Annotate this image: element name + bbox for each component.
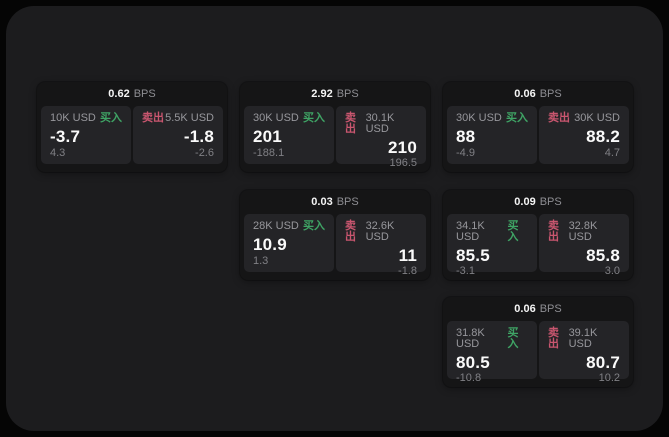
sell-amount: 5.5K USD (165, 112, 214, 124)
buy-amount: 34.1K USD (456, 220, 485, 243)
card-header: 0.03 BPS (240, 190, 430, 214)
buy-side-label: 买入 (303, 220, 325, 232)
card-header: 0.09 BPS (443, 190, 633, 214)
buy-amount: 10K USD (50, 112, 96, 124)
card-header: 2.92 BPS (240, 82, 430, 106)
card-header: 0.62 BPS (37, 82, 227, 106)
bps-value: 0.06 (514, 87, 536, 100)
quote-card-2: 2.92 BPS 30K USD 买入 201 -188.1 卖出 30.1K … (240, 82, 430, 172)
sell-side-label: 卖出 (548, 112, 570, 124)
buy-amount: 30K USD (253, 112, 299, 124)
sell-side-label: 卖出 (548, 220, 559, 243)
buy-pane[interactable]: 30K USD 买入 201 -188.1 (244, 106, 334, 164)
buy-pane[interactable]: 28K USD 买入 10.9 1.3 (244, 214, 334, 272)
buy-sub-value: -3.1 (456, 264, 475, 277)
bps-unit-label: BPS (336, 87, 359, 100)
sell-price: 80.7 (586, 353, 620, 372)
buy-side-label: 买入 (303, 112, 325, 124)
buy-side-label: 买入 (100, 112, 122, 124)
sell-amount: 39.1K USD (568, 327, 598, 350)
bps-value: 2.92 (311, 87, 333, 100)
bps-unit-label: BPS (336, 195, 359, 208)
card-header: 0.06 BPS (443, 82, 633, 106)
card-body: 10K USD 买入 -3.7 4.3 卖出 5.5K USD -1.8 -2.… (37, 106, 227, 168)
buy-amount: 30K USD (456, 112, 502, 124)
sell-side-label: 卖出 (142, 112, 164, 124)
buy-pane[interactable]: 30K USD 买入 88 -4.9 (447, 106, 537, 164)
quote-card-6: 0.06 BPS 31.8K USD 买入 80.5 -10.8 卖出 39.1… (443, 297, 633, 387)
buy-pane[interactable]: 34.1K USD 买入 85.5 -3.1 (447, 214, 537, 276)
buy-amount: 28K USD (253, 220, 299, 232)
sell-price: 88.2 (586, 127, 620, 146)
buy-side-label: 买入 (507, 220, 519, 243)
buy-sub-value: -188.1 (253, 147, 285, 159)
buy-price: 88 (456, 127, 476, 146)
buy-sub-value: -4.9 (456, 147, 475, 159)
buy-price: 80.5 (456, 353, 490, 372)
sell-sub-value: 3.0 (604, 264, 620, 277)
bps-value: 0.03 (311, 195, 333, 208)
sell-pane[interactable]: 卖出 5.5K USD -1.8 -2.6 (133, 106, 223, 164)
sell-sub-value: -1.8 (398, 264, 417, 277)
sell-sub-value: 4.7 (604, 147, 620, 159)
bps-unit-label: BPS (539, 87, 562, 100)
buy-sub-value: -10.8 (456, 371, 482, 384)
card-body: 30K USD 买入 201 -188.1 卖出 30.1K USD 210 1… (240, 106, 430, 168)
buy-price: 85.5 (456, 246, 490, 265)
card-body: 28K USD 买入 10.9 1.3 卖出 32.6K USD 11 -1.8 (240, 214, 430, 276)
sell-pane[interactable]: 卖出 32.8K USD 85.8 3.0 (539, 214, 629, 276)
bps-value: 0.09 (514, 195, 536, 208)
bps-value: 0.62 (108, 87, 130, 100)
buy-side-label: 买入 (506, 112, 528, 124)
buy-sub-value: 1.3 (253, 255, 269, 267)
sell-amount: 32.8K USD (568, 220, 598, 243)
buy-amount: 31.8K USD (456, 327, 485, 350)
sell-pane[interactable]: 卖出 39.1K USD 80.7 10.2 (539, 321, 629, 383)
buy-price: 201 (253, 127, 282, 146)
sell-price: 85.8 (586, 246, 620, 265)
sell-amount: 32.6K USD (365, 220, 395, 243)
bps-unit-label: BPS (133, 87, 156, 100)
bps-unit-label: BPS (539, 195, 562, 208)
sell-side-label: 卖出 (345, 220, 356, 243)
sell-price: 210 (388, 138, 417, 157)
card-body: 30K USD 买入 88 -4.9 卖出 30K USD 88.2 4.7 (443, 106, 633, 168)
quote-card-3: 0.06 BPS 30K USD 买入 88 -4.9 卖出 30K USD 8… (443, 82, 633, 172)
sell-price: 11 (398, 246, 417, 265)
bps-value: 0.06 (514, 302, 536, 315)
card-body: 34.1K USD 买入 85.5 -3.1 卖出 32.8K USD 85.8… (443, 214, 633, 276)
quote-card-1: 0.62 BPS 10K USD 买入 -3.7 4.3 卖出 5.5K USD… (37, 82, 227, 172)
quote-card-4: 0.03 BPS 28K USD 买入 10.9 1.3 卖出 32.6K US… (240, 190, 430, 280)
sell-pane[interactable]: 卖出 30.1K USD 210 196.5 (336, 106, 426, 168)
buy-pane[interactable]: 31.8K USD 买入 80.5 -10.8 (447, 321, 537, 383)
sell-pane[interactable]: 卖出 32.6K USD 11 -1.8 (336, 214, 426, 276)
buy-sub-value: 4.3 (50, 147, 66, 159)
sell-pane[interactable]: 卖出 30K USD 88.2 4.7 (539, 106, 629, 164)
buy-price: 10.9 (253, 235, 287, 254)
sell-side-label: 卖出 (345, 112, 356, 135)
quote-card-5: 0.09 BPS 34.1K USD 买入 85.5 -3.1 卖出 32.8K… (443, 190, 633, 280)
sell-amount: 30.1K USD (365, 112, 395, 135)
buy-price: -3.7 (50, 127, 81, 146)
sell-price: -1.8 (183, 127, 214, 146)
sell-sub-value: 196.5 (389, 156, 417, 169)
card-body: 31.8K USD 买入 80.5 -10.8 卖出 39.1K USD 80.… (443, 321, 633, 383)
sell-amount: 30K USD (574, 112, 620, 124)
card-header: 0.06 BPS (443, 297, 633, 321)
sell-sub-value: 10.2 (598, 371, 620, 384)
bps-unit-label: BPS (539, 302, 562, 315)
sell-side-label: 卖出 (548, 327, 559, 350)
buy-side-label: 买入 (507, 327, 519, 350)
buy-pane[interactable]: 10K USD 买入 -3.7 4.3 (41, 106, 131, 164)
sell-sub-value: -2.6 (195, 147, 214, 159)
